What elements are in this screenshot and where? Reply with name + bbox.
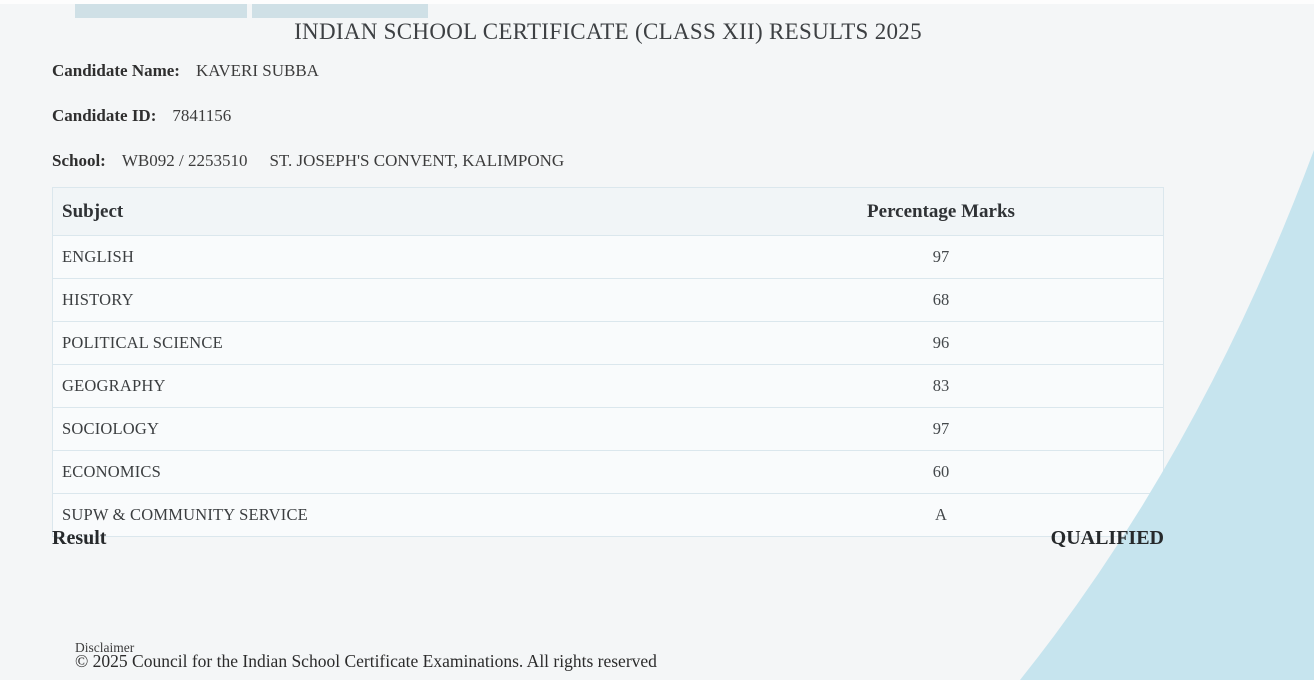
top-tab-2[interactable] <box>252 4 428 18</box>
subject-cell: GEOGRAPHY <box>52 364 719 408</box>
result-label: Result <box>52 526 107 549</box>
subject-cell: HISTORY <box>52 278 719 322</box>
candidate-id-row: Candidate ID: 7841156 <box>52 106 1164 126</box>
results-table-body: ENGLISH 97 HISTORY 68 POLITICAL SCIENCE 96 GEO… <box>52 235 1164 537</box>
subject-column-header: Subject <box>52 187 719 236</box>
subject-cell: ENGLISH <box>52 235 719 279</box>
subject-cell: SOCIOLOGY <box>52 407 719 451</box>
result-status-badge: QUALIFIED <box>1050 526 1164 549</box>
page-title: INDIAN SCHOOL CERTIFICATE (CLASS XII) RE… <box>294 19 922 44</box>
school-name: ST. JOSEPH'S CONVENT, KALIMPONG <box>269 151 565 170</box>
results-panel: INDIAN SCHOOL CERTIFICATE (CLASS XII) RE… <box>52 4 1164 537</box>
marks-cell: 97 <box>719 235 1164 279</box>
candidate-id-value: 7841156 <box>172 106 232 125</box>
table-row: SOCIOLOGY 97 <box>52 407 1164 451</box>
subject-cell: ECONOMICS <box>52 450 719 494</box>
results-table: Subject Percentage Marks ENGLISH 97 HISTOR… <box>52 187 1164 537</box>
marks-cell: 60 <box>719 450 1164 494</box>
marks-cell: 68 <box>719 278 1164 322</box>
overall-result-row: Result QUALIFIED <box>52 524 1164 552</box>
table-row: ECONOMICS 60 <box>52 450 1164 494</box>
school-label: School: <box>52 151 106 170</box>
table-row: ENGLISH 97 <box>52 235 1164 279</box>
candidate-name-row: Candidate Name: KAVERI SUBBA <box>52 61 1164 81</box>
table-row: GEOGRAPHY 83 <box>52 364 1164 408</box>
top-tab-1[interactable] <box>75 4 247 18</box>
candidate-name-value: KAVERI SUBBA <box>195 61 319 80</box>
school-code: WB092 / 2253510 <box>121 151 248 170</box>
results-table-header: Subject Percentage Marks <box>52 187 1164 236</box>
table-row: HISTORY 68 <box>52 278 1164 322</box>
candidate-id-label: Candidate ID: <box>52 106 157 125</box>
school-row: School: WB092 / 2253510 ST. JOSEPH'S CONVE… <box>52 151 1164 171</box>
top-strip <box>0 0 1314 4</box>
disclaimer-link[interactable]: Disclaimer <box>75 640 135 655</box>
header-row: Subject Percentage Marks <box>52 187 1164 236</box>
marks-cell: 97 <box>719 407 1164 451</box>
table-row: POLITICAL SCIENCE 96 <box>52 321 1164 365</box>
subject-cell: POLITICAL SCIENCE <box>52 321 719 365</box>
marks-cell: 83 <box>719 364 1164 408</box>
subject-cell: SUPW & COMMUNITY SERVICE <box>52 493 719 537</box>
marks-column-header: Percentage Marks <box>719 187 1164 236</box>
candidate-name-label: Candidate Name: <box>52 61 180 80</box>
marks-cell: 96 <box>719 321 1164 365</box>
copyright-text: © 2025 Council for the Indian School Cer… <box>75 651 657 671</box>
